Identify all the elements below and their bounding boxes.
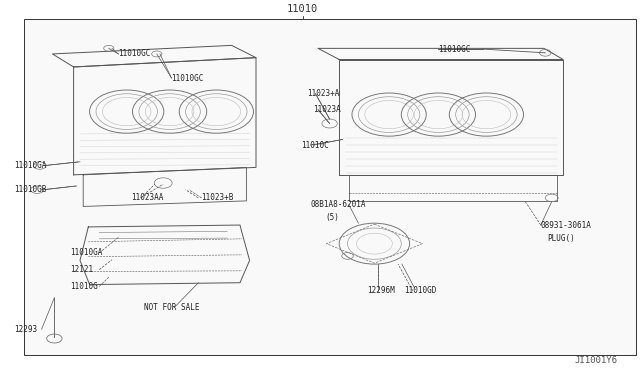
Text: 11023AA: 11023AA	[131, 193, 164, 202]
Text: 08B1A8-6201A: 08B1A8-6201A	[310, 200, 366, 209]
Text: 11023A: 11023A	[314, 105, 341, 114]
Text: 11010GA: 11010GA	[70, 248, 103, 257]
Text: 11010GD: 11010GD	[404, 286, 437, 295]
Text: 11010C: 11010C	[301, 141, 328, 150]
Text: (5): (5)	[325, 213, 339, 222]
Text: 11010G: 11010G	[70, 282, 98, 291]
Text: 12121: 12121	[70, 265, 93, 274]
Text: PLUG(): PLUG()	[547, 234, 575, 243]
Text: NOT FOR SALE: NOT FOR SALE	[144, 303, 200, 312]
Text: 12293: 12293	[14, 325, 37, 334]
Text: 11010GA: 11010GA	[14, 161, 47, 170]
Text: 11023+B: 11023+B	[202, 193, 234, 202]
Text: 11010GB: 11010GB	[14, 185, 47, 194]
Text: 11023+A: 11023+A	[307, 89, 340, 98]
Text: 11010GC: 11010GC	[172, 74, 204, 83]
Text: 11010GC: 11010GC	[118, 49, 151, 58]
Text: JI1001Y6: JI1001Y6	[575, 356, 618, 365]
Text: 11010GC: 11010GC	[438, 45, 471, 54]
Text: 12296M: 12296M	[367, 286, 395, 295]
Text: 11010: 11010	[287, 4, 318, 14]
Text: 08931-3061A: 08931-3061A	[541, 221, 591, 230]
